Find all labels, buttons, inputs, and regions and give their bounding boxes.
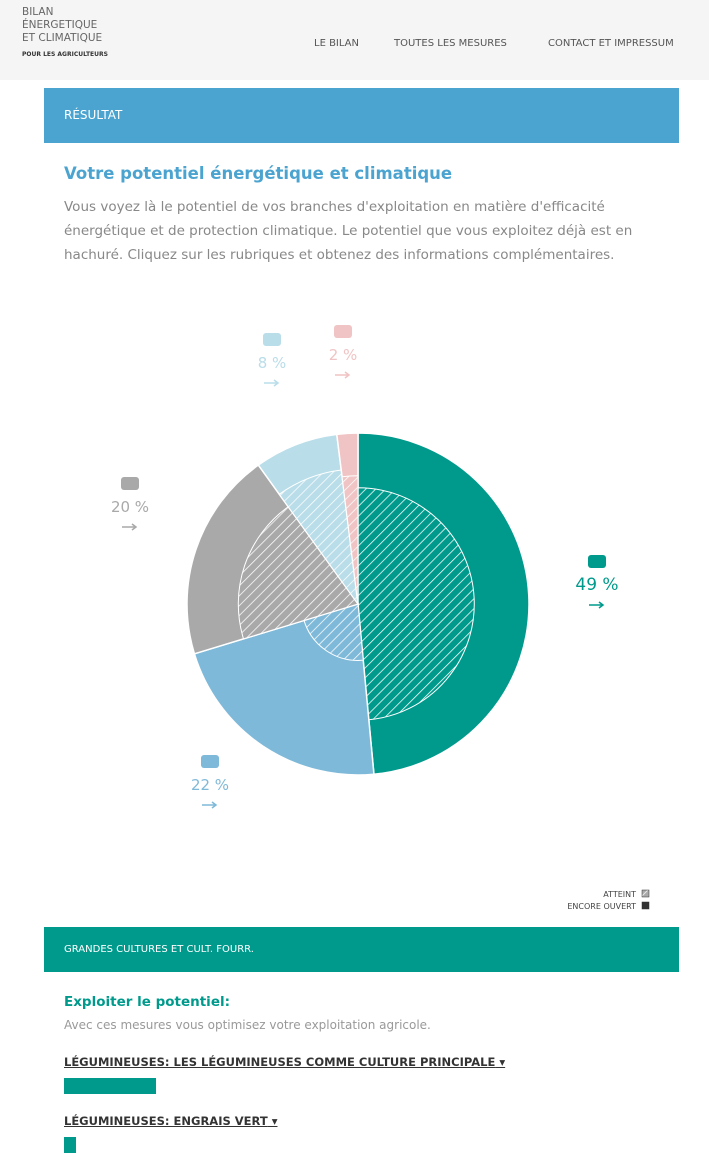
nav-link[interactable]: LE BILAN: [314, 38, 359, 49]
measure-link[interactable]: LÉGUMINEUSES: LES LÉGUMINEUSES COMME CUL…: [64, 1055, 506, 1069]
result-banner: RÉSULTAT: [44, 88, 679, 143]
achieved-slice: [303, 603, 364, 661]
arrow: [122, 523, 138, 531]
legend-swatch: [641, 889, 650, 898]
value-label[interactable]: 20 %: [111, 498, 149, 516]
pie-chart: 49 % 22 % 20 % 8 % 2 % ATTEINT ENCORE OUVERT: [111, 325, 650, 911]
nav-link[interactable]: TOUTES LES MESURES: [394, 38, 507, 49]
legend-swatch: [641, 901, 650, 910]
section-text: Avec ces mesures vous optimisez votre ex…: [64, 1018, 431, 1032]
category-icon: [121, 477, 139, 490]
achieved-slice: [357, 487, 475, 721]
value-label[interactable]: 49 %: [575, 575, 618, 595]
logo[interactable]: BILAN ÉNERGETIQUE ET CLIMATIQUE POUR LES…: [22, 6, 108, 61]
legend-label: ENCORE OUVERT: [567, 902, 636, 911]
section-banner[interactable]: GRANDES CULTURES ET CULT. FOURR.: [44, 927, 679, 972]
achieved-slice: [341, 475, 359, 605]
result-text: Vous voyez là le potentiel de vos branch…: [64, 199, 633, 263]
arrow: [589, 601, 605, 609]
logo-line: ET CLIMATIQUE: [22, 32, 103, 44]
measure-bar: [64, 1078, 157, 1094]
category-icon: [334, 325, 352, 338]
achieved-slice: [237, 506, 359, 640]
legend-label: ATTEINT: [603, 890, 636, 899]
header: BILAN ÉNERGETIQUE ET CLIMATIQUE POUR LES…: [0, 0, 709, 80]
nav-link[interactable]: CONTACT ET IMPRESSUM: [548, 38, 674, 49]
category-icon: [201, 755, 219, 768]
arrow: [264, 379, 280, 387]
value-label[interactable]: 22 %: [191, 776, 229, 794]
logo-sub: POUR LES AGRICULTEURS: [22, 51, 108, 58]
value-label[interactable]: 8 %: [258, 354, 287, 372]
arrow: [335, 371, 351, 379]
measure-bar: [64, 1137, 77, 1153]
value-label[interactable]: 2 %: [329, 346, 358, 364]
category-icon: [588, 555, 606, 568]
measure-link[interactable]: LÉGUMINEUSES: ENGRAIS VERT ▾: [64, 1114, 278, 1128]
logo-line: BILAN: [22, 6, 54, 18]
category-icon: [263, 333, 281, 346]
logo-line: ÉNERGETIQUE: [22, 19, 98, 31]
section-title: Exploiter le potentiel:: [64, 994, 230, 1010]
result-title: Votre potentiel énergétique et climatiqu…: [64, 164, 453, 183]
arrow: [202, 801, 218, 809]
